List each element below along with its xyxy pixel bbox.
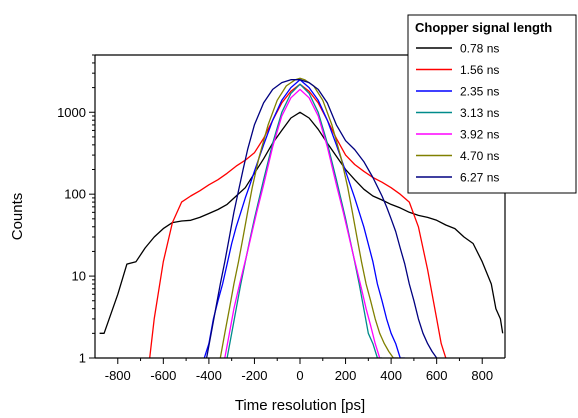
x-tick-label: -800 (105, 368, 131, 383)
x-tick-label: 200 (335, 368, 357, 383)
x-tick-label: 800 (471, 368, 493, 383)
x-tick-label: 600 (426, 368, 448, 383)
x-tick-label: -200 (241, 368, 267, 383)
x-tick-label: 0 (296, 368, 303, 383)
series-layer (99, 77, 504, 358)
x-tick-label: -600 (150, 368, 176, 383)
legend-label: 1.56 ns (460, 63, 499, 77)
legend-label: 6.27 ns (460, 171, 499, 185)
legend-label: 3.13 ns (460, 106, 499, 120)
series-line-3-92-ns (224, 88, 381, 358)
series-line-2-35-ns (203, 79, 405, 358)
x-tick-label: -400 (196, 368, 222, 383)
y-tick-label: 10 (72, 269, 86, 284)
legend: Chopper signal length 0.78 ns 1.56 ns 2.35 … (407, 14, 577, 194)
legend-title: Chopper signal length (415, 20, 552, 35)
y-tick-label: 1 (79, 351, 86, 366)
series-line-6-27-ns (205, 79, 438, 358)
y-axis-label: Counts (9, 193, 26, 241)
legend-label: 2.35 ns (460, 85, 499, 99)
legend-label: 4.70 ns (460, 149, 499, 163)
x-axis-label: Time resolution [ps] (235, 397, 365, 414)
legend-box (407, 14, 577, 194)
series-line-0-78-ns (99, 111, 504, 334)
y-tick-label: 100 (64, 187, 86, 202)
y-tick-label: 1000 (57, 105, 86, 120)
legend-label: 0.78 ns (460, 42, 499, 56)
legend-label: 3.92 ns (460, 128, 499, 142)
x-tick-label: 400 (380, 368, 402, 383)
